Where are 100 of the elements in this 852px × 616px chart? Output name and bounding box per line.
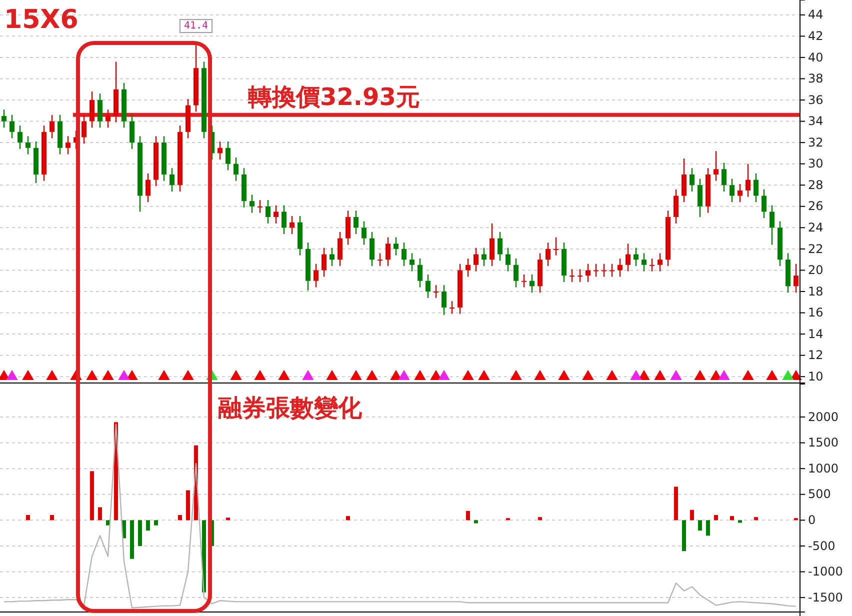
y-tick-label: -1500 <box>808 590 843 604</box>
candlestick <box>642 252 646 272</box>
candlestick <box>354 210 358 235</box>
y-tick-label: 32 <box>808 135 824 150</box>
y-tick-label: 18 <box>808 284 824 298</box>
candlestick <box>274 204 278 224</box>
y-tick-label: 42 <box>808 29 824 44</box>
candlestick <box>698 178 702 218</box>
candlestick <box>522 274 526 288</box>
candlestick <box>730 178 734 203</box>
y-tick-label: 500 <box>808 487 831 502</box>
y-tick-label: 14 <box>808 326 824 341</box>
candlestick <box>746 163 750 198</box>
candlestick <box>410 252 414 272</box>
bar <box>146 520 150 530</box>
bar <box>714 515 718 520</box>
candlestick <box>474 247 478 272</box>
candlestick <box>322 247 326 278</box>
candlestick <box>426 274 430 298</box>
candlestick <box>610 263 614 278</box>
candlestick <box>130 114 134 150</box>
y-tick-label: 28 <box>808 178 824 192</box>
y-tick-label: 44 <box>808 8 824 22</box>
candlestick <box>482 247 486 267</box>
ref-line-label: 轉換價32.93元 <box>247 82 420 111</box>
candlestick <box>442 284 446 316</box>
candlestick <box>586 263 590 283</box>
candlestick <box>394 236 398 256</box>
bar <box>178 515 182 520</box>
bar <box>730 516 734 520</box>
candlestick <box>266 199 270 224</box>
candlestick <box>66 136 70 155</box>
bar <box>698 520 702 530</box>
candlestick <box>650 258 654 272</box>
bar <box>90 471 94 520</box>
candlestick <box>466 258 470 278</box>
candlestick <box>338 231 342 267</box>
candlestick <box>794 263 798 294</box>
chart-title: 15X6 <box>4 5 78 35</box>
bar <box>26 515 30 520</box>
y-tick-label: 2000 <box>808 410 839 424</box>
y-tick-label: 34 <box>808 114 824 128</box>
candlestick <box>602 263 606 278</box>
candlestick <box>370 231 374 267</box>
candlestick <box>674 188 678 224</box>
candlestick <box>226 140 230 171</box>
candlestick <box>498 231 502 262</box>
candlestick <box>682 158 686 203</box>
bar <box>706 520 710 536</box>
bar <box>226 518 230 520</box>
candlestick <box>386 236 390 267</box>
candlestick <box>2 108 6 128</box>
y-tick-label: 10 <box>808 369 824 384</box>
candlestick <box>506 247 510 272</box>
candlestick <box>618 258 622 278</box>
candlestick <box>346 210 350 246</box>
candlestick <box>330 247 334 267</box>
y-tick-label: 30 <box>808 156 824 171</box>
bar <box>50 515 54 520</box>
y-tick-label: 0 <box>808 513 816 528</box>
bar <box>154 520 158 526</box>
bar <box>538 517 542 520</box>
y-tick-label: 38 <box>808 72 824 86</box>
bar <box>738 520 742 523</box>
candlestick <box>554 236 558 256</box>
bar <box>130 520 134 559</box>
candlestick <box>234 156 238 182</box>
y-tick-label: 20 <box>808 263 824 278</box>
candlestick <box>490 222 494 267</box>
annotation: 41.4 <box>184 20 208 32</box>
bar <box>346 516 350 520</box>
bar <box>690 510 694 520</box>
candlestick <box>690 167 694 192</box>
candlestick <box>530 274 534 294</box>
candlestick <box>626 243 630 272</box>
candlestick <box>98 93 102 128</box>
y-tick-label: 1000 <box>808 461 839 476</box>
bar <box>186 490 190 520</box>
y-tick-label: 12 <box>808 348 824 362</box>
chart-title: 融券張數變化 <box>218 394 363 422</box>
candlestick <box>18 124 22 150</box>
candlestick <box>290 215 294 235</box>
candlestick <box>514 258 518 288</box>
y-tick-label: 24 <box>808 220 824 235</box>
line-series <box>3 424 797 608</box>
candlestick <box>282 204 286 235</box>
candlestick <box>250 194 254 214</box>
candlestick <box>658 252 662 272</box>
y-tick-label: 40 <box>808 50 824 64</box>
y-tick-label: 26 <box>808 199 824 214</box>
bar <box>98 507 102 520</box>
candlestick <box>714 150 718 182</box>
candlestick <box>106 108 110 128</box>
candlestick <box>762 188 766 219</box>
candlestick <box>754 172 758 203</box>
candlestick <box>314 263 318 288</box>
candlestick <box>218 140 222 160</box>
candlestick <box>82 114 86 144</box>
bar <box>674 486 678 520</box>
bar <box>754 517 758 520</box>
